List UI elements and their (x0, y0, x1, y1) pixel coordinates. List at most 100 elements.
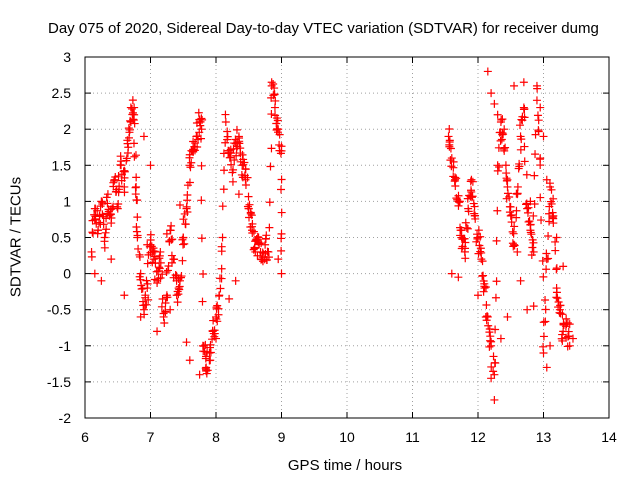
data-point-marker (115, 182, 124, 191)
data-point-marker (117, 161, 126, 170)
data-point-marker (526, 197, 535, 206)
y-tick-label: 1 (63, 193, 71, 209)
data-point-marker (512, 206, 521, 215)
data-point-marker (545, 217, 554, 226)
data-point-marker (232, 125, 241, 134)
data-point-marker (520, 157, 529, 166)
data-point-marker (277, 208, 286, 217)
data-point-marker (166, 305, 175, 314)
data-point-marker (530, 199, 539, 208)
data-point-marker (166, 226, 175, 235)
data-point-marker (468, 177, 477, 186)
data-point-marker (532, 96, 541, 105)
data-point-marker (198, 341, 207, 350)
data-point-marker (528, 243, 537, 252)
data-point-marker (102, 225, 111, 234)
data-point-marker (97, 197, 106, 206)
data-point-marker (173, 298, 182, 307)
data-point-marker (277, 229, 286, 238)
data-point-marker (491, 359, 500, 368)
data-point-marker (169, 255, 178, 264)
data-point-marker (143, 240, 152, 249)
data-point-marker (546, 182, 555, 191)
data-point-marker (87, 247, 96, 256)
data-point-marker (134, 244, 143, 253)
x-tick-label: 13 (536, 429, 552, 445)
data-point-marker (88, 228, 97, 237)
data-point-marker (205, 349, 214, 358)
data-point-marker (461, 218, 470, 227)
data-point-marker (228, 168, 237, 177)
data-point-marker (99, 220, 108, 229)
data-point-marker (505, 193, 514, 202)
data-point-marker (197, 134, 206, 143)
data-point-marker (189, 137, 198, 146)
data-point-marker (130, 119, 139, 128)
data-point-marker (491, 325, 500, 334)
data-point-marker (555, 305, 564, 314)
data-point-marker (197, 125, 206, 134)
data-point-marker (519, 103, 528, 112)
data-point-marker (552, 233, 561, 242)
data-point-marker (510, 222, 519, 231)
data-point-marker (462, 223, 471, 232)
data-point-marker (153, 276, 162, 285)
data-point-marker (244, 192, 253, 201)
data-point-marker (549, 219, 558, 228)
data-point-marker (544, 232, 553, 241)
data-point-marker (107, 219, 116, 228)
y-tick-label: 0 (63, 266, 71, 282)
data-point-marker (217, 242, 226, 251)
data-point-marker (146, 161, 155, 170)
data-point-marker (265, 223, 274, 232)
data-point-marker (495, 163, 504, 172)
data-point-marker (195, 117, 204, 126)
data-point-marker (492, 277, 501, 286)
data-point-marker (496, 334, 505, 343)
data-point-marker (460, 247, 469, 256)
data-point-marker (527, 230, 536, 239)
data-point-marker (90, 204, 99, 213)
y-tick-label: 2.5 (52, 85, 72, 101)
data-point-marker (454, 273, 463, 282)
data-point-marker (100, 243, 109, 252)
data-point-marker (213, 317, 222, 326)
data-point-marker (549, 194, 558, 203)
y-tick-label: -0.5 (47, 302, 71, 318)
data-point-marker (545, 209, 554, 218)
data-point-marker (530, 171, 539, 180)
data-point-marker (277, 146, 286, 155)
data-point-marker (103, 199, 112, 208)
data-point-marker (464, 204, 473, 213)
data-point-marker (175, 285, 184, 294)
data-point-marker (470, 211, 479, 220)
data-point-marker (485, 342, 494, 351)
data-point-marker (503, 182, 512, 191)
data-point-marker (179, 240, 188, 249)
data-point-marker (217, 264, 226, 273)
data-point-marker (525, 217, 534, 226)
data-point-marker (106, 210, 115, 219)
data-point-marker (474, 226, 483, 235)
data-point-marker (120, 182, 129, 191)
data-point-marker (479, 287, 488, 296)
data-point-marker (264, 247, 273, 256)
data-point-marker (539, 332, 548, 341)
data-point-marker (251, 247, 260, 256)
data-point-marker (107, 255, 116, 264)
data-point-marker (214, 304, 223, 313)
data-point-marker (254, 233, 263, 242)
data-point-marker (552, 284, 561, 293)
data-point-marker (162, 268, 171, 277)
data-point-marker (479, 277, 488, 286)
data-point-marker (477, 255, 486, 264)
data-point-marker (197, 196, 206, 205)
data-point-marker (273, 116, 282, 125)
data-point-marker (185, 178, 194, 187)
data-point-marker (512, 213, 521, 222)
data-point-marker (182, 204, 191, 213)
data-point-marker (520, 142, 529, 151)
data-point-marker (262, 231, 271, 240)
data-point-marker (103, 190, 112, 199)
data-point-marker (123, 139, 132, 148)
